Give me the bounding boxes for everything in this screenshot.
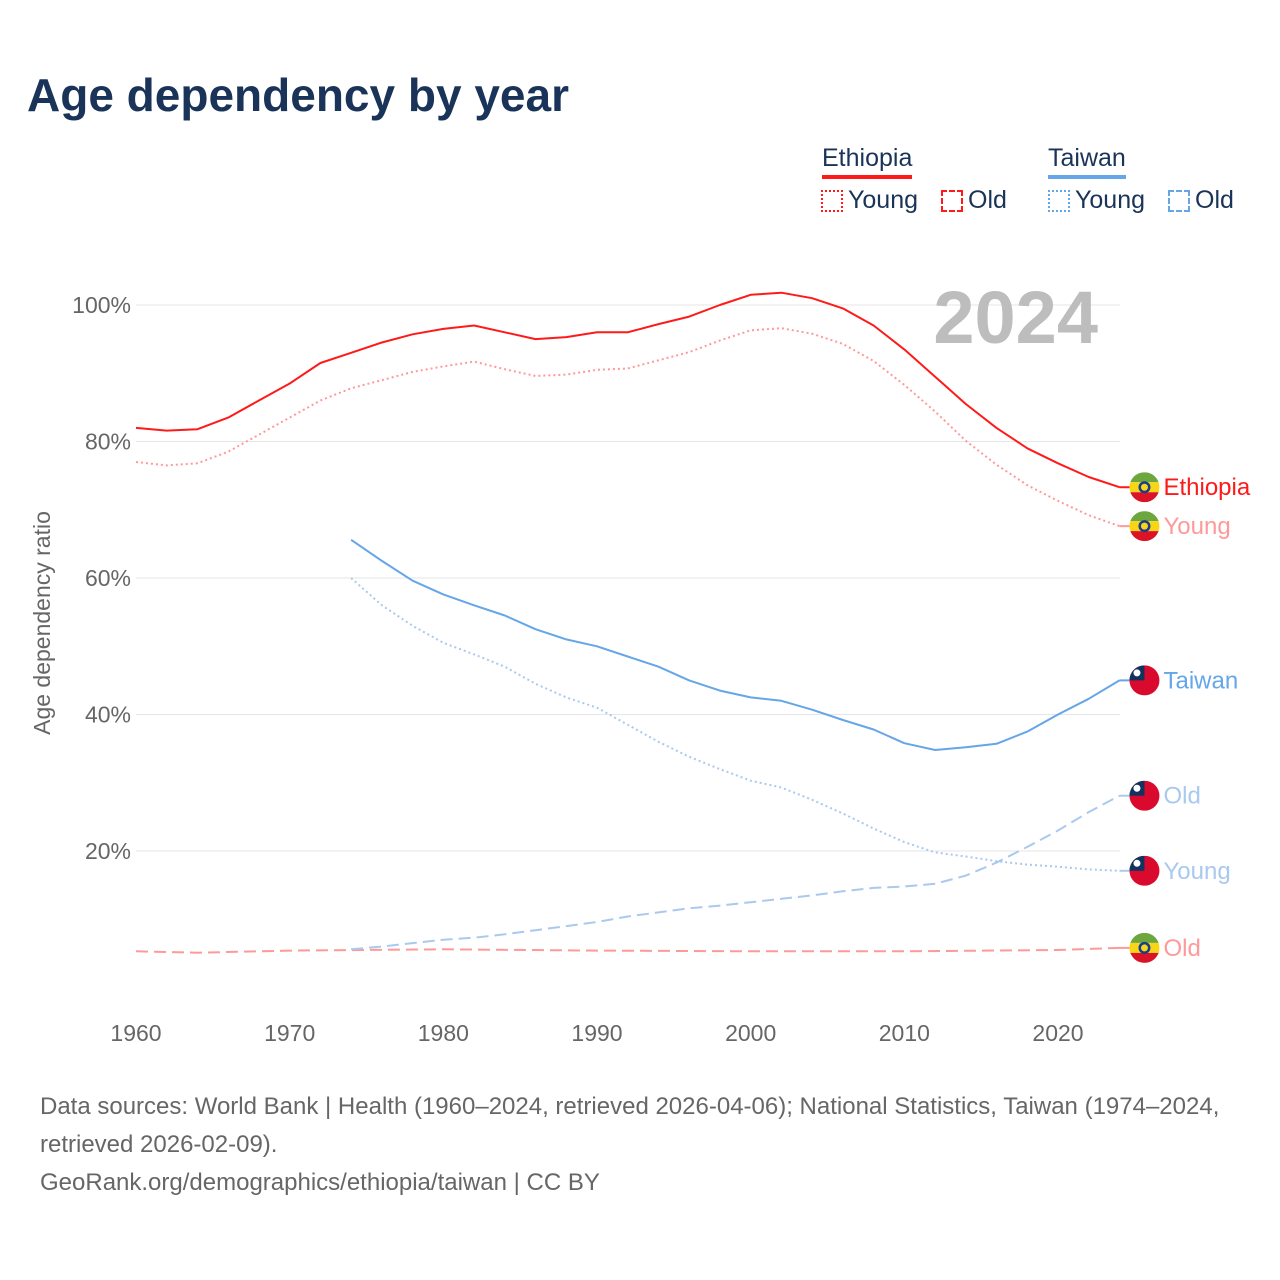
dotted-swatch-icon <box>821 189 843 212</box>
dotted-swatch-icon <box>1048 189 1070 212</box>
series-line-ethiopia <box>135 291 1120 489</box>
legend-ethiopia-young[interactable]: Young <box>821 186 918 215</box>
end-label-group: Young <box>1119 855 1231 886</box>
flag-stripe <box>1129 531 1160 542</box>
ethiopia-flag-icon <box>1129 472 1160 503</box>
y-tick-label: 20% <box>85 838 131 864</box>
ethiopia-flag-icon <box>1129 511 1160 542</box>
end-label: Taiwan <box>1163 667 1238 694</box>
chart-title: Age dependency by year <box>27 69 569 121</box>
flag-stripe <box>1129 952 1160 963</box>
x-tick-label: 2020 <box>1032 1020 1083 1046</box>
end-label-group: Old <box>1119 780 1201 811</box>
flag-sun <box>1133 669 1141 677</box>
flag-stripe <box>1129 932 1160 943</box>
end-label-group: Taiwan <box>1119 665 1238 696</box>
data-sources: Data sources: World Bank | Health (1960–… <box>40 1093 1220 1158</box>
flag-sun <box>1133 859 1141 867</box>
flag-star <box>1140 522 1148 530</box>
flag-star <box>1140 483 1148 491</box>
credit-link[interactable]: GeoRank.org/demographics/ethiopia/taiwan… <box>40 1169 600 1196</box>
legend-label: Young <box>848 186 918 214</box>
x-tick-label: 1980 <box>418 1020 469 1046</box>
y-tick-label: 100% <box>72 292 131 318</box>
end-label: Ethiopia <box>1163 474 1250 501</box>
dashed-swatch-icon <box>941 189 963 212</box>
dashed-swatch-icon <box>1168 189 1190 212</box>
series-line-ethiopia-young <box>135 327 1120 528</box>
ethiopia-flag-icon <box>1129 932 1160 963</box>
y-tick-label: 40% <box>85 702 131 728</box>
y-axis-label: Age dependency ratio <box>29 511 55 735</box>
x-tick-label: 1970 <box>264 1020 315 1046</box>
legend-ethiopia[interactable]: Ethiopia <box>822 144 913 179</box>
legend-taiwan-old[interactable]: Old <box>1168 186 1234 215</box>
y-tick-label: 60% <box>85 565 131 591</box>
y-tick-label: 80% <box>85 429 131 455</box>
x-tick-label: 2010 <box>879 1020 930 1046</box>
flag-sun <box>1133 784 1141 792</box>
year-watermark: 2024 <box>933 276 1098 359</box>
flag-star <box>1140 944 1148 952</box>
series-line-ethiopia-old <box>135 946 1120 954</box>
legend-taiwan-young[interactable]: Young <box>1048 186 1145 215</box>
legend-label: Young <box>1075 186 1145 214</box>
flag-stripe <box>1129 472 1160 483</box>
legend-ethiopia-old[interactable]: Old <box>941 186 1007 215</box>
x-tick-label: 1960 <box>110 1020 161 1046</box>
flag-stripe <box>1129 492 1160 503</box>
taiwan-flag-icon <box>1129 780 1160 811</box>
line-chart: 20% 40% 60% 80% 100% 1960 1970 1980 1990 2000 2010… <box>29 276 1251 1046</box>
series-line-taiwan <box>350 538 1121 751</box>
end-label: Young <box>1163 513 1230 540</box>
series-line-taiwan-old <box>351 794 1120 951</box>
end-label: Old <box>1163 783 1200 810</box>
legend-taiwan[interactable]: Taiwan <box>1048 144 1126 179</box>
footer: Data sources: World Bank | Health (1960–… <box>40 1088 1250 1202</box>
taiwan-flag-icon <box>1129 855 1160 886</box>
legend-label: Old <box>1195 186 1234 214</box>
end-label: Young <box>1163 858 1230 885</box>
x-tick-label: 2000 <box>725 1020 776 1046</box>
end-label-group: Young <box>1119 511 1231 542</box>
series-line-taiwan-young <box>350 577 1120 872</box>
end-label-group: Old <box>1119 932 1201 963</box>
taiwan-flag-icon <box>1129 665 1160 696</box>
flag-stripe <box>1129 511 1160 522</box>
legend-label: Old <box>968 186 1007 214</box>
end-label: Old <box>1163 935 1200 962</box>
end-label-group: Ethiopia <box>1119 472 1251 503</box>
x-tick-label: 1990 <box>571 1020 622 1046</box>
